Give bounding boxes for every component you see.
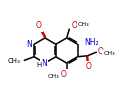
Text: O: O (72, 21, 77, 30)
Text: N: N (26, 40, 32, 49)
Text: NH₂: NH₂ (84, 38, 99, 47)
Text: CH₃: CH₃ (78, 22, 89, 27)
Text: H: H (37, 62, 42, 68)
Text: CH₃: CH₃ (47, 74, 59, 79)
Text: N: N (41, 59, 47, 68)
Text: O: O (61, 70, 67, 79)
Text: CH₃: CH₃ (7, 58, 20, 64)
Text: O: O (36, 21, 42, 30)
Text: O: O (98, 47, 104, 56)
Text: O: O (86, 62, 92, 71)
Text: CH₃: CH₃ (103, 51, 115, 56)
